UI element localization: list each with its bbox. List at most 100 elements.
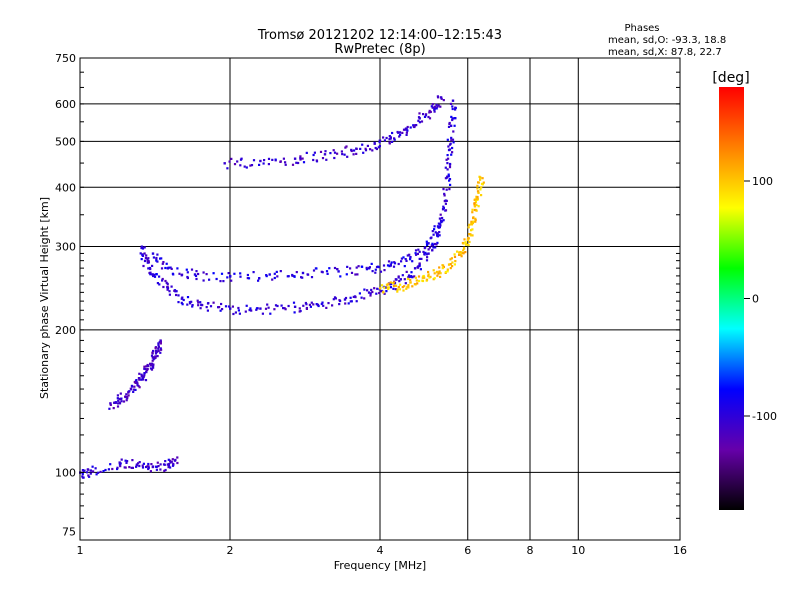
trace-point — [331, 304, 334, 307]
trace-point — [453, 255, 457, 258]
trace-point — [374, 268, 377, 271]
x-axis-ticks: 1 2 4 6 8 10 16 — [77, 544, 688, 557]
trace-point — [323, 153, 327, 156]
trace-point — [450, 115, 453, 118]
trace-point — [325, 270, 329, 273]
trace-point — [239, 275, 242, 278]
trace-point — [273, 276, 276, 280]
colorbar-tick-label: 100 — [752, 175, 773, 188]
trace-point — [482, 181, 485, 184]
trace-point — [140, 246, 143, 250]
trace-point — [190, 300, 193, 303]
trace-point — [449, 102, 453, 105]
trace-point — [417, 275, 421, 278]
trace-point — [359, 147, 362, 150]
trace-point — [344, 296, 348, 300]
trace-point — [402, 128, 406, 131]
trace-point — [99, 470, 102, 473]
trace-point — [406, 254, 409, 257]
trace-point — [442, 205, 445, 208]
trace-point — [441, 208, 445, 211]
trace-point — [398, 288, 401, 291]
trace-point — [458, 253, 461, 256]
trace-point — [155, 468, 158, 471]
trace-point — [185, 268, 188, 271]
trace-point — [276, 304, 279, 308]
trace-point — [422, 250, 425, 253]
trace-point — [245, 166, 248, 169]
trace-point — [451, 146, 454, 150]
trace-point — [141, 464, 144, 467]
trace-point — [363, 288, 366, 291]
trace-point — [299, 158, 302, 161]
trace-point — [353, 149, 356, 152]
trace-point — [155, 465, 158, 468]
trace-point — [458, 251, 461, 254]
trace-point — [282, 157, 285, 160]
trace-point — [383, 139, 386, 142]
trace-point — [186, 271, 189, 274]
trace-point — [339, 275, 342, 278]
trace-point — [293, 311, 296, 314]
trace-point — [152, 349, 155, 353]
trace-point — [157, 342, 160, 345]
trace-point — [143, 374, 146, 377]
trace-point — [452, 141, 455, 144]
trace-points — [79, 95, 485, 479]
trace-point — [325, 158, 328, 161]
trace-point — [393, 262, 397, 265]
colorbar-label: [deg] — [712, 70, 749, 86]
trace-point — [284, 161, 287, 164]
trace-point — [333, 156, 336, 160]
trace-point — [239, 164, 242, 167]
trace-point — [150, 368, 154, 371]
trace-point — [343, 298, 347, 301]
trace-point — [137, 462, 140, 465]
trace-point — [396, 290, 399, 293]
trace-point — [266, 303, 269, 306]
trace-point — [146, 258, 149, 261]
trace-point — [462, 249, 465, 252]
trace-point — [152, 256, 155, 259]
x-tick-label: 8 — [527, 544, 534, 557]
trace-point — [375, 147, 378, 151]
trace-point — [177, 294, 180, 297]
trace-point — [319, 150, 323, 153]
trace-point — [284, 163, 287, 166]
trace-point — [438, 270, 441, 273]
trace-point — [432, 246, 435, 249]
trace-point — [411, 260, 414, 263]
trace-point — [357, 265, 360, 268]
trace-point — [476, 197, 479, 200]
trace-point — [386, 283, 389, 286]
trace-point — [163, 469, 166, 472]
trace-point — [116, 466, 119, 469]
trace-point — [306, 273, 309, 276]
trace-point — [453, 124, 456, 127]
trace-point — [360, 296, 363, 299]
trace-point — [409, 278, 412, 281]
trace-point — [374, 146, 377, 150]
trace-point — [467, 226, 470, 229]
trace-point — [264, 307, 268, 310]
trace-point — [144, 256, 147, 260]
trace-point — [199, 301, 202, 304]
trace-point — [435, 243, 438, 246]
trace-point — [397, 275, 400, 278]
trace-point — [463, 238, 466, 241]
trace-point — [392, 284, 396, 287]
trace-point — [146, 260, 150, 263]
trace-point — [263, 159, 266, 162]
trace-point — [329, 152, 332, 155]
trace-point — [186, 296, 190, 299]
trace-point — [194, 274, 198, 277]
trace-point — [444, 166, 447, 169]
trace-point — [287, 304, 290, 308]
trace-point — [147, 364, 150, 368]
trace-point — [165, 262, 168, 265]
trace-point — [151, 356, 155, 359]
trace-point — [427, 115, 430, 119]
trace-point — [119, 465, 122, 468]
trace-point — [392, 287, 395, 290]
trace-point — [233, 272, 236, 275]
